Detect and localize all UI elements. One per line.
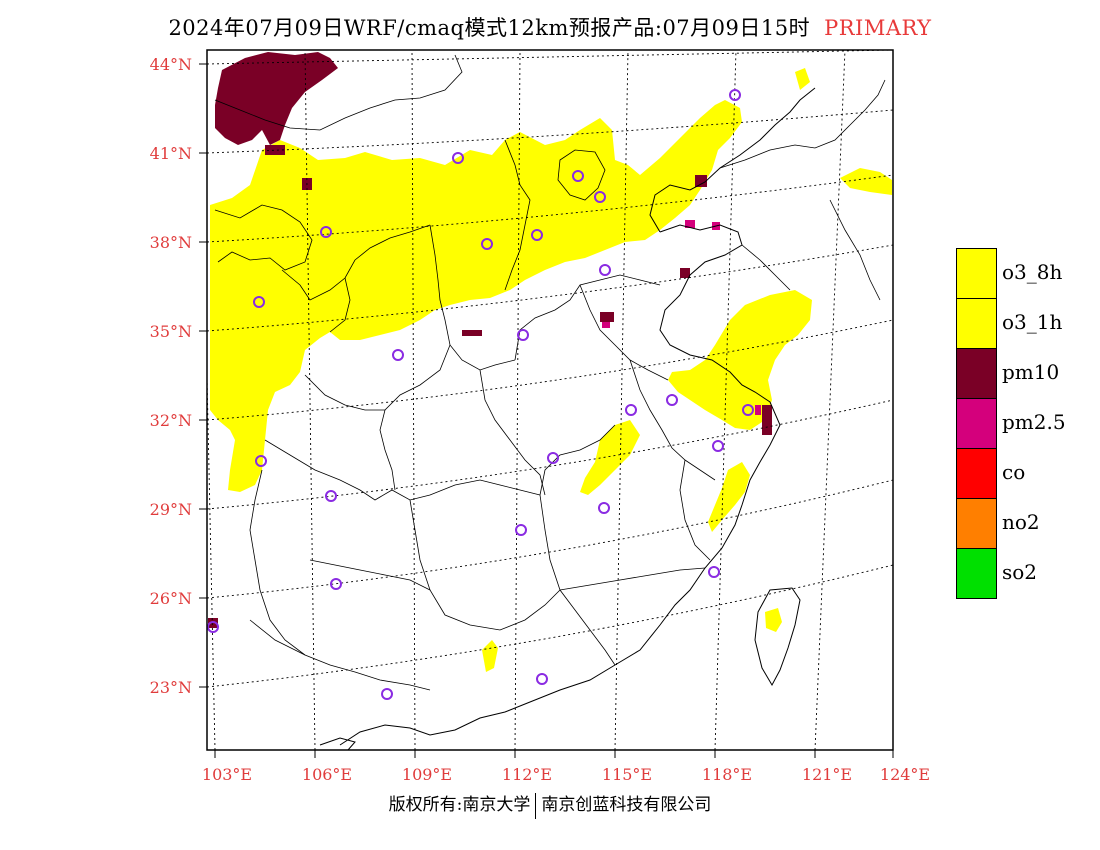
pm10-spot-4	[695, 175, 707, 187]
ozone-patch-northeast	[840, 168, 892, 195]
legend-swatch	[956, 298, 997, 349]
lon-label: 118°E	[702, 765, 752, 784]
longitude-axis: 103°E 106°E 109°E 112°E 115°E 118°E 121°E 124°E	[202, 750, 930, 784]
lon-label: 112°E	[502, 765, 552, 784]
lon-label: 121°E	[802, 765, 852, 784]
legend-swatch	[956, 348, 997, 399]
title-tag: PRIMARY	[824, 16, 932, 40]
lon-label: 124°E	[880, 765, 930, 784]
pm25-spot-1	[685, 220, 695, 228]
map-plot-area	[207, 50, 893, 750]
legend-swatch	[956, 548, 997, 599]
legend-label: pm10	[1002, 360, 1060, 384]
legend-swatch	[956, 248, 997, 299]
province-boundaries	[214, 54, 886, 691]
lon-label: 106°E	[302, 765, 352, 784]
pm25-spot-4	[602, 322, 610, 328]
footer-right: 南京创蓝科技有限公司	[541, 795, 712, 815]
pm10-spot-3	[762, 405, 772, 435]
lat-label: 23°N	[150, 678, 192, 697]
ozone-region-east	[668, 290, 812, 430]
pm10-spot-5	[462, 330, 482, 336]
pm10-spot-7	[680, 268, 690, 278]
lon-label: 103°E	[202, 765, 252, 784]
lat-label: 38°N	[150, 233, 192, 252]
legend-swatch	[956, 498, 997, 549]
lon-label: 115°E	[602, 765, 652, 784]
legend-swatch	[956, 448, 997, 499]
legend-label: so2	[1002, 560, 1038, 584]
lat-label: 32°N	[150, 411, 192, 430]
pm10-spot-1	[265, 145, 285, 155]
ozone-patch-fujian	[708, 462, 750, 532]
lat-label: 41°N	[150, 144, 192, 163]
legend-label: o3_1h	[1002, 310, 1063, 334]
hainan-outline	[319, 737, 356, 750]
lat-label: 26°N	[150, 589, 192, 608]
lon-label: 109°E	[402, 765, 452, 784]
pm10-region-northwest	[215, 52, 338, 145]
footer-copyright: 版权所有:南京大学 南京创蓝科技有限公司	[0, 790, 1100, 819]
pm10-spot-6	[600, 312, 614, 322]
map-frame	[206, 49, 894, 751]
footer-left: 版权所有:南京大学	[388, 795, 531, 815]
lat-label: 44°N	[150, 55, 192, 74]
legend-label: pm2.5	[1002, 410, 1066, 434]
ozone-patch-guangdong	[482, 640, 498, 672]
footer-separator	[535, 792, 537, 819]
latitude-axis: 44°N 41°N 38°N 35°N 32°N 29°N 26°N 23°N	[150, 55, 207, 697]
ozone-patch-south	[580, 420, 640, 495]
station-markers	[207, 89, 754, 700]
map-title: 2024年07月09日WRF/cmaq模式12km预报产品:07月09日15时 P…	[0, 12, 1100, 42]
taiwan-outline	[754, 587, 801, 687]
pm25-spot-3	[755, 405, 761, 415]
ozone-region-west	[210, 100, 742, 492]
lat-label: 35°N	[150, 322, 192, 341]
lat-label: 29°N	[150, 500, 192, 519]
legend-label: no2	[1002, 510, 1040, 534]
ozone-patch-taiwan	[765, 608, 782, 632]
graticule	[207, 50, 893, 750]
legend-label: o3_8h	[1002, 260, 1063, 284]
legend-label: co	[1002, 460, 1026, 484]
ozone-patch-dalian	[795, 68, 810, 90]
legend-swatch	[956, 398, 997, 449]
coastline	[339, 224, 781, 746]
title-main: 2024年07月09日WRF/cmaq模式12km预报产品:07月09日15时	[168, 16, 811, 40]
